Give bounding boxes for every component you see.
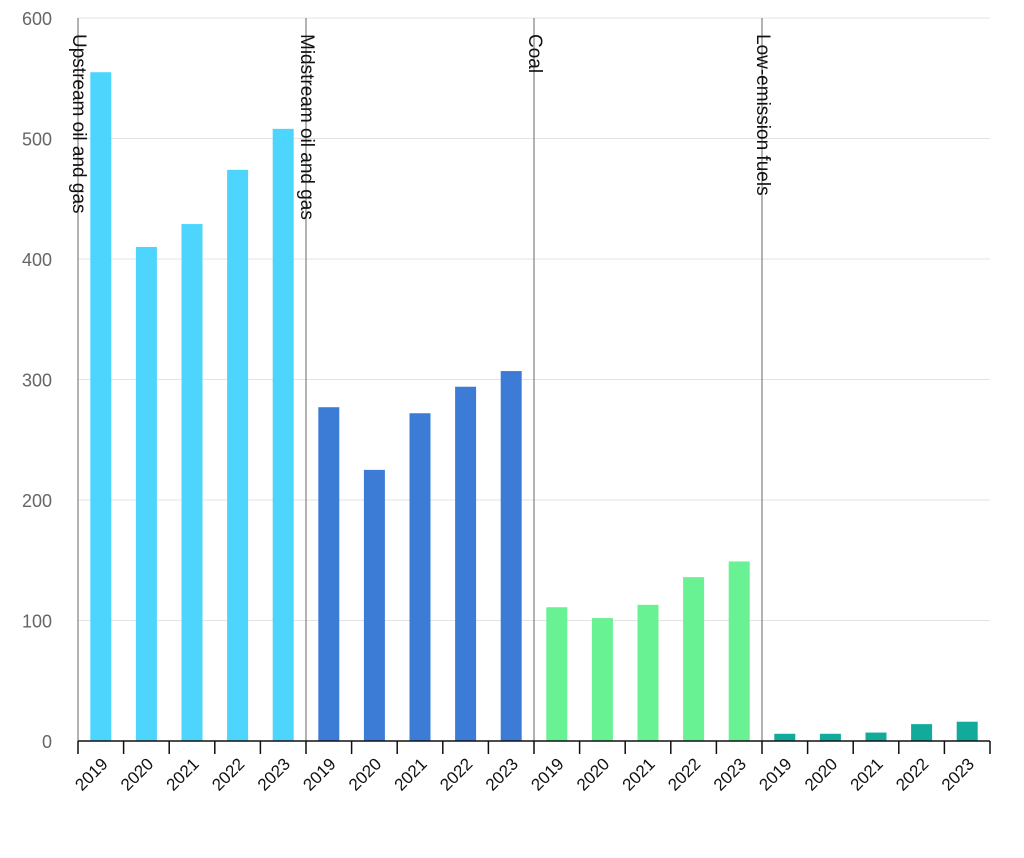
x-tick-label: 2019 [299,754,339,794]
x-axis [77,740,991,754]
bar [819,733,841,741]
x-axis-tick-labels: 2019 2020 2021 2022 2023 2019 2020 2021 2022 2023… [71,754,978,794]
y-tick-label: 300 [22,371,52,391]
y-tick-label: 100 [22,612,52,632]
bar [956,721,978,741]
x-tick-label: 2019 [527,754,567,794]
y-tick-label: 200 [22,491,52,511]
x-tick-label: 2022 [436,754,476,794]
bar [865,732,887,741]
group-label: Upstream oil and gas [68,34,89,214]
y-tick-label: 0 [42,732,52,752]
bar [728,561,750,741]
x-tick-label: 2021 [163,754,203,794]
bar [135,246,157,741]
bars [90,72,978,742]
bar [455,386,477,741]
x-tick-label: 2021 [847,754,887,794]
x-tick-label: 2020 [801,754,841,794]
bar [683,577,705,741]
bar [637,604,659,741]
bar [181,224,203,741]
x-tick-label: 2023 [710,754,750,794]
x-tick-label: 2023 [482,754,522,794]
x-tick-label: 2022 [892,754,932,794]
y-axis-tick-labels: 0 100 200 300 400 500 600 [22,9,52,752]
bar [409,413,431,741]
y-tick-label: 600 [22,9,52,29]
x-tick-label: 2023 [938,754,978,794]
bar [272,128,294,742]
x-tick-label: 2022 [208,754,248,794]
x-tick-label: 2023 [254,754,294,794]
x-tick-label: 2019 [755,754,795,794]
bar [591,618,613,741]
group-labels: Upstream oil and gas Midstream oil and ga… [68,34,773,220]
bar [911,724,933,741]
x-tick-label: 2020 [117,754,157,794]
bar [90,72,112,742]
y-tick-label: 500 [22,130,52,150]
group-label: Midstream oil and gas [296,34,317,220]
group-label: Low-emission fuels [752,34,773,196]
bar [363,469,385,741]
bar [500,371,522,741]
group-label: Coal [524,34,545,73]
group-separators [77,18,763,741]
x-tick-label: 2020 [345,754,385,794]
y-tick-label: 400 [22,250,52,270]
bar [227,169,249,741]
x-tick-label: 2021 [391,754,431,794]
bar [318,407,340,741]
x-tick-label: 2021 [619,754,659,794]
x-tick-label: 2022 [664,754,704,794]
bar [546,607,568,741]
x-tick-label: 2020 [573,754,613,794]
x-tick-label: 2019 [71,754,111,794]
bar [774,733,796,741]
